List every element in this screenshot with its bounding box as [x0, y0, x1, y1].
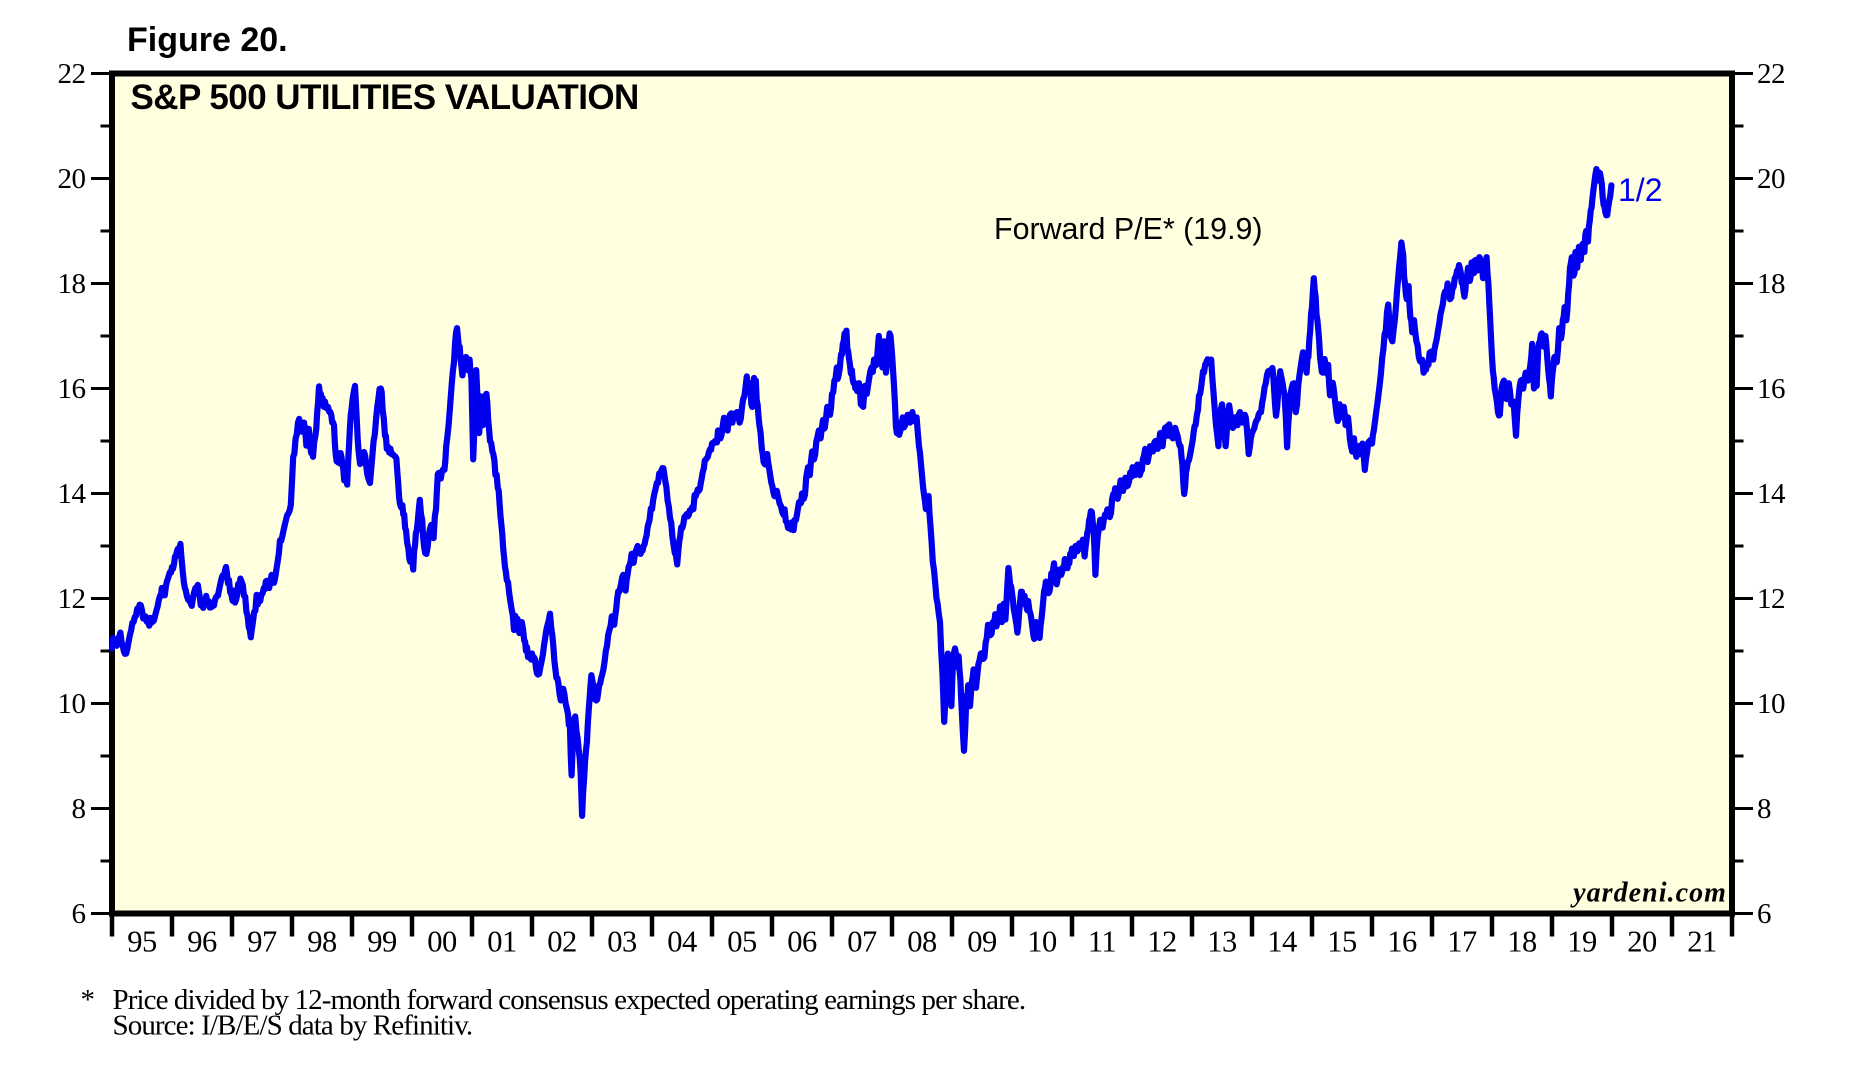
svg-text:10: 10 [1027, 925, 1057, 959]
svg-text:1/2: 1/2 [1618, 172, 1662, 208]
svg-text:99: 99 [367, 925, 397, 959]
svg-text:13: 13 [1207, 925, 1237, 959]
svg-text:6: 6 [72, 898, 86, 930]
svg-text:12: 12 [58, 583, 86, 615]
svg-text:12: 12 [1757, 583, 1785, 615]
svg-text:16: 16 [1387, 925, 1417, 959]
svg-text:10: 10 [1757, 688, 1785, 720]
svg-text:22: 22 [1757, 58, 1785, 90]
svg-text:20: 20 [58, 163, 86, 195]
svg-text:14: 14 [1757, 478, 1786, 510]
svg-text:09: 09 [967, 925, 997, 959]
svg-text:08: 08 [907, 925, 937, 959]
svg-text:18: 18 [58, 268, 86, 300]
svg-text:16: 16 [58, 373, 86, 405]
svg-text:8: 8 [72, 793, 86, 825]
svg-text:06: 06 [787, 925, 817, 959]
svg-text:01: 01 [487, 925, 517, 959]
svg-text:07: 07 [847, 925, 877, 959]
svg-text:yardeni.com: yardeni.com [1570, 878, 1727, 909]
svg-text:S&P 500 UTILITIES VALUATION: S&P 500 UTILITIES VALUATION [131, 78, 639, 117]
svg-text:16: 16 [1757, 373, 1785, 405]
svg-text:14: 14 [1267, 925, 1297, 959]
svg-text:98: 98 [307, 925, 337, 959]
svg-text:18: 18 [1507, 925, 1537, 959]
svg-text:20: 20 [1627, 925, 1657, 959]
svg-text:18: 18 [1757, 268, 1785, 300]
svg-text:8: 8 [1757, 793, 1771, 825]
svg-text:22: 22 [58, 58, 86, 90]
svg-text:97: 97 [247, 925, 277, 959]
svg-text:04: 04 [667, 925, 697, 959]
svg-text:Figure 20.: Figure 20. [127, 21, 288, 59]
svg-text:96: 96 [187, 925, 217, 959]
svg-text:*: * [81, 984, 95, 1016]
svg-text:12: 12 [1147, 925, 1177, 959]
svg-text:Forward P/E* (19.9): Forward P/E* (19.9) [994, 212, 1263, 246]
svg-text:21: 21 [1687, 925, 1717, 959]
svg-text:Source: I/B/E/S data by Refini: Source: I/B/E/S data by Refinitiv. [113, 1010, 473, 1042]
svg-text:10: 10 [58, 688, 86, 720]
svg-text:00: 00 [427, 925, 457, 959]
svg-text:05: 05 [727, 925, 757, 959]
svg-text:14: 14 [58, 478, 87, 510]
svg-text:19: 19 [1567, 925, 1597, 959]
svg-text:95: 95 [127, 925, 157, 959]
svg-text:6: 6 [1757, 898, 1771, 930]
svg-text:03: 03 [607, 925, 637, 959]
svg-text:11: 11 [1088, 925, 1116, 959]
svg-text:15: 15 [1327, 925, 1357, 959]
svg-text:17: 17 [1447, 925, 1477, 959]
svg-text:20: 20 [1757, 163, 1785, 195]
svg-text:Price divided by 12-month forw: Price divided by 12-month forward consen… [113, 984, 1026, 1016]
svg-text:02: 02 [547, 925, 577, 959]
